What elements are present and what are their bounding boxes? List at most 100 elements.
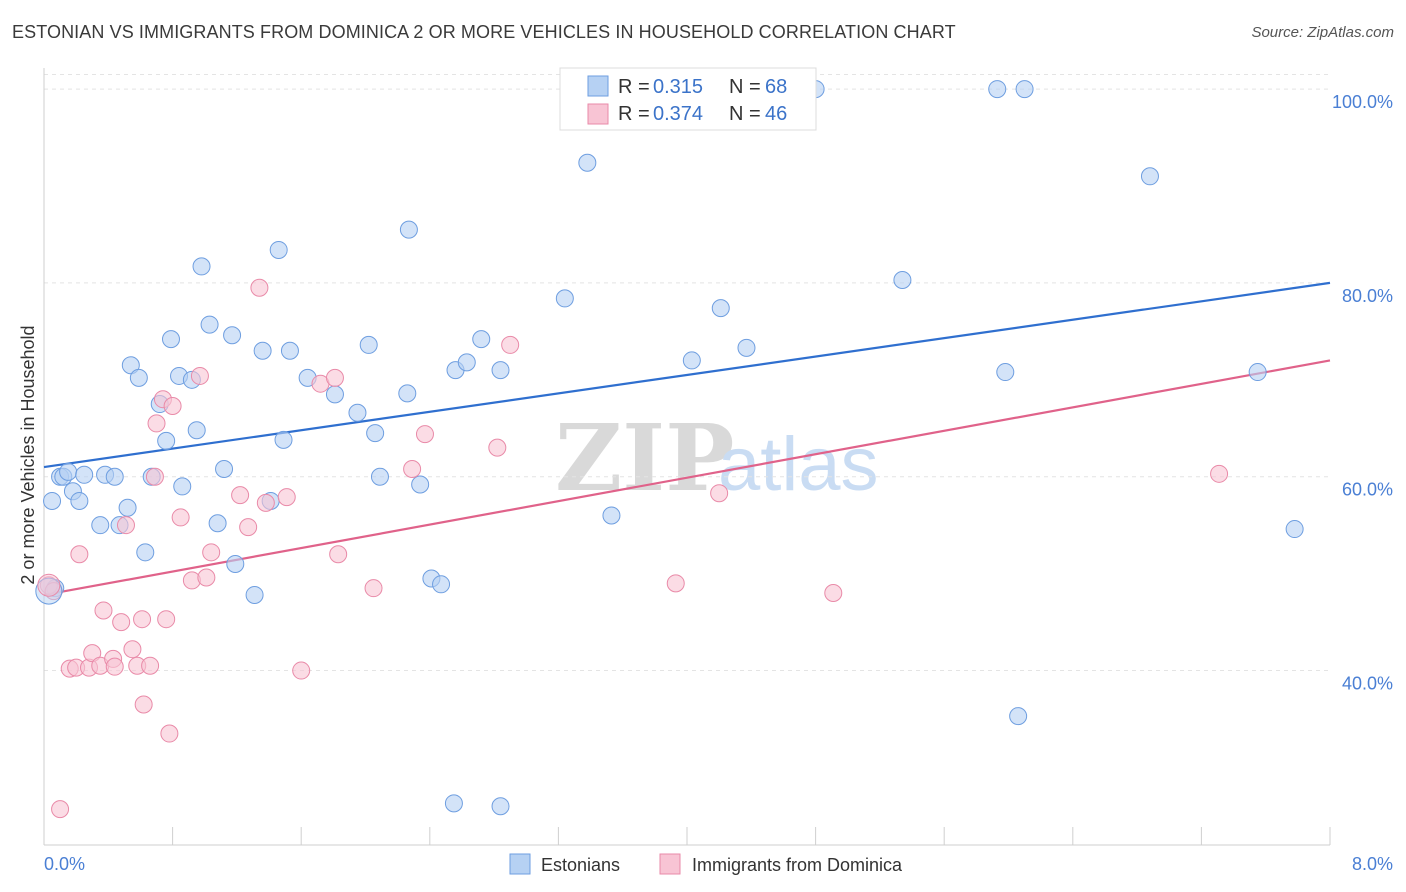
estonian-point bbox=[1015, 80, 1034, 99]
estonian-point bbox=[70, 491, 89, 510]
legend-n-label: N = bbox=[729, 103, 761, 125]
dominica-point bbox=[666, 574, 685, 593]
dominica-point bbox=[182, 571, 201, 590]
legend-swatch-estonians bbox=[587, 75, 609, 97]
estonian-point bbox=[215, 459, 234, 478]
dominica-point bbox=[239, 518, 258, 537]
dominica-point bbox=[231, 486, 250, 505]
trend-lines bbox=[43, 281, 1331, 597]
estonian-point bbox=[711, 299, 730, 318]
estonian-point bbox=[444, 794, 463, 813]
legend-n-value: 68 bbox=[765, 76, 787, 98]
estonian-point bbox=[366, 424, 385, 443]
estonian-point bbox=[555, 289, 574, 308]
dominica-point bbox=[202, 543, 221, 562]
dominica-point bbox=[1210, 464, 1229, 483]
estonian-point bbox=[411, 475, 430, 494]
dominica-point bbox=[116, 516, 135, 535]
estonian-point bbox=[1140, 167, 1159, 186]
bottom-legend-swatch-estonians bbox=[509, 853, 531, 875]
estonian-point bbox=[129, 368, 148, 387]
watermark: ZIP atlas bbox=[555, 404, 879, 512]
estonian-point bbox=[398, 384, 417, 403]
legend-n-label: N = bbox=[729, 76, 761, 98]
estonian-point bbox=[280, 341, 299, 360]
grid-lines bbox=[44, 74, 1330, 672]
dominica-point bbox=[329, 545, 348, 564]
estonian-point bbox=[893, 270, 912, 289]
estonian-point bbox=[1285, 520, 1304, 539]
estonian-point bbox=[602, 506, 621, 525]
dominica-point bbox=[250, 278, 269, 297]
estonian-point bbox=[43, 491, 62, 510]
estonian-point bbox=[157, 431, 176, 450]
estonian-point bbox=[118, 498, 137, 517]
estonian-point bbox=[121, 356, 140, 375]
y-tick-labels: 40.0% 60.0% 80.0% 100.0% bbox=[1332, 92, 1393, 693]
y-tick-label: 40.0% bbox=[1342, 674, 1393, 694]
bottom-legend-swatch-dominica bbox=[659, 853, 681, 875]
estonian-point bbox=[192, 257, 211, 276]
legend-r-label: R = bbox=[618, 103, 650, 125]
dominica-point bbox=[824, 584, 843, 603]
estonian-point bbox=[59, 462, 78, 481]
dominica-point bbox=[325, 368, 344, 387]
estonian-point bbox=[200, 315, 219, 334]
estonian-point bbox=[223, 326, 242, 345]
bottom-legend-estonians: Estonians bbox=[541, 855, 620, 875]
dominica-point bbox=[277, 488, 296, 507]
watermark-zip: ZIP bbox=[555, 404, 734, 512]
legend-n-value: 46 bbox=[765, 103, 787, 125]
dominica-point bbox=[710, 484, 729, 503]
estonian-point bbox=[996, 363, 1015, 382]
dominica-point bbox=[51, 800, 70, 819]
estonian-point bbox=[988, 80, 1007, 99]
estonian-trend-line bbox=[43, 281, 1331, 469]
dominica-point bbox=[415, 425, 434, 444]
estonian-point bbox=[75, 465, 94, 484]
dominica-point bbox=[171, 508, 190, 527]
estonian-point bbox=[136, 543, 155, 562]
dominica-point bbox=[83, 644, 102, 663]
estonian-point bbox=[682, 351, 701, 370]
dominica-trend-line bbox=[43, 359, 1331, 597]
dominica-point bbox=[256, 493, 275, 512]
estonian-point bbox=[91, 516, 110, 535]
estonian-point bbox=[274, 430, 293, 449]
bottom-legend-dominica: Immigrants from Dominica bbox=[692, 855, 903, 875]
dominica-point bbox=[141, 656, 160, 675]
legend: R = 0.315 N = 68 R = 0.374 N = 46 bbox=[559, 67, 817, 131]
dominica-point bbox=[197, 568, 216, 587]
estonian-point bbox=[253, 341, 272, 360]
dominica-point bbox=[70, 545, 89, 564]
estonian-point bbox=[1009, 707, 1028, 726]
dominica-point bbox=[488, 438, 507, 457]
source-label: Source: ZipAtlas.com bbox=[1251, 24, 1394, 41]
estonian-point bbox=[472, 330, 491, 349]
dominica-point bbox=[147, 414, 166, 433]
estonian-point bbox=[491, 797, 510, 816]
estonian-point bbox=[173, 477, 192, 496]
dominica-point bbox=[364, 579, 383, 598]
dominica-point bbox=[403, 459, 422, 478]
estonian-point bbox=[432, 575, 451, 594]
dominica-point bbox=[112, 613, 131, 632]
estonian-point bbox=[399, 220, 418, 239]
dominica-point bbox=[145, 467, 164, 486]
estonian-point bbox=[359, 335, 378, 354]
x-tick-label: 8.0% bbox=[1352, 854, 1393, 874]
dominica-point bbox=[163, 396, 182, 415]
legend-r-label: R = bbox=[618, 76, 650, 98]
y-axis-label: 2 or more Vehicles in Household bbox=[18, 325, 38, 584]
estonian-point bbox=[226, 554, 245, 573]
legend-r-value: 0.374 bbox=[653, 103, 703, 125]
legend-swatch-dominica bbox=[587, 103, 609, 125]
dominica-point bbox=[123, 640, 142, 659]
watermark-atlas: atlas bbox=[718, 422, 879, 507]
x-tick-labels: 0.0% 8.0% bbox=[44, 854, 1393, 874]
dominica-point bbox=[94, 601, 113, 620]
x-tick-label: 0.0% bbox=[44, 854, 85, 874]
dominica-point bbox=[133, 610, 152, 629]
y-tick-label: 60.0% bbox=[1342, 480, 1393, 500]
